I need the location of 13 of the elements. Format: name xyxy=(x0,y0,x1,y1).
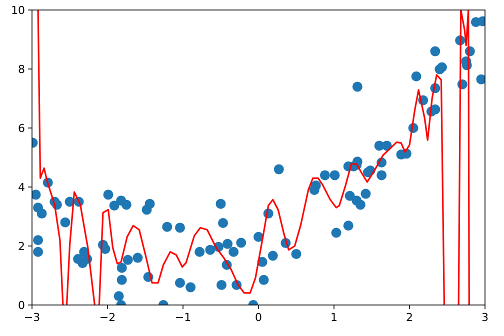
x-tick-label: 0 xyxy=(255,311,262,324)
x-tick-label: 2 xyxy=(406,311,413,324)
y-tick-label: 8 xyxy=(18,63,25,76)
x-tick-label: 3 xyxy=(482,311,488,324)
y-tick-label: 10 xyxy=(11,4,25,17)
x-tick-label: −1 xyxy=(174,311,192,324)
x-tick-label: 1 xyxy=(330,311,338,324)
y-tick-label: 2 xyxy=(18,240,25,253)
y-tick-label: 4 xyxy=(18,181,25,194)
x-tick-label: −3 xyxy=(24,311,40,324)
y-tick-label: 0 xyxy=(18,299,25,312)
x-tick-label: −2 xyxy=(99,311,116,324)
y-tick-label: 6 xyxy=(18,122,25,135)
